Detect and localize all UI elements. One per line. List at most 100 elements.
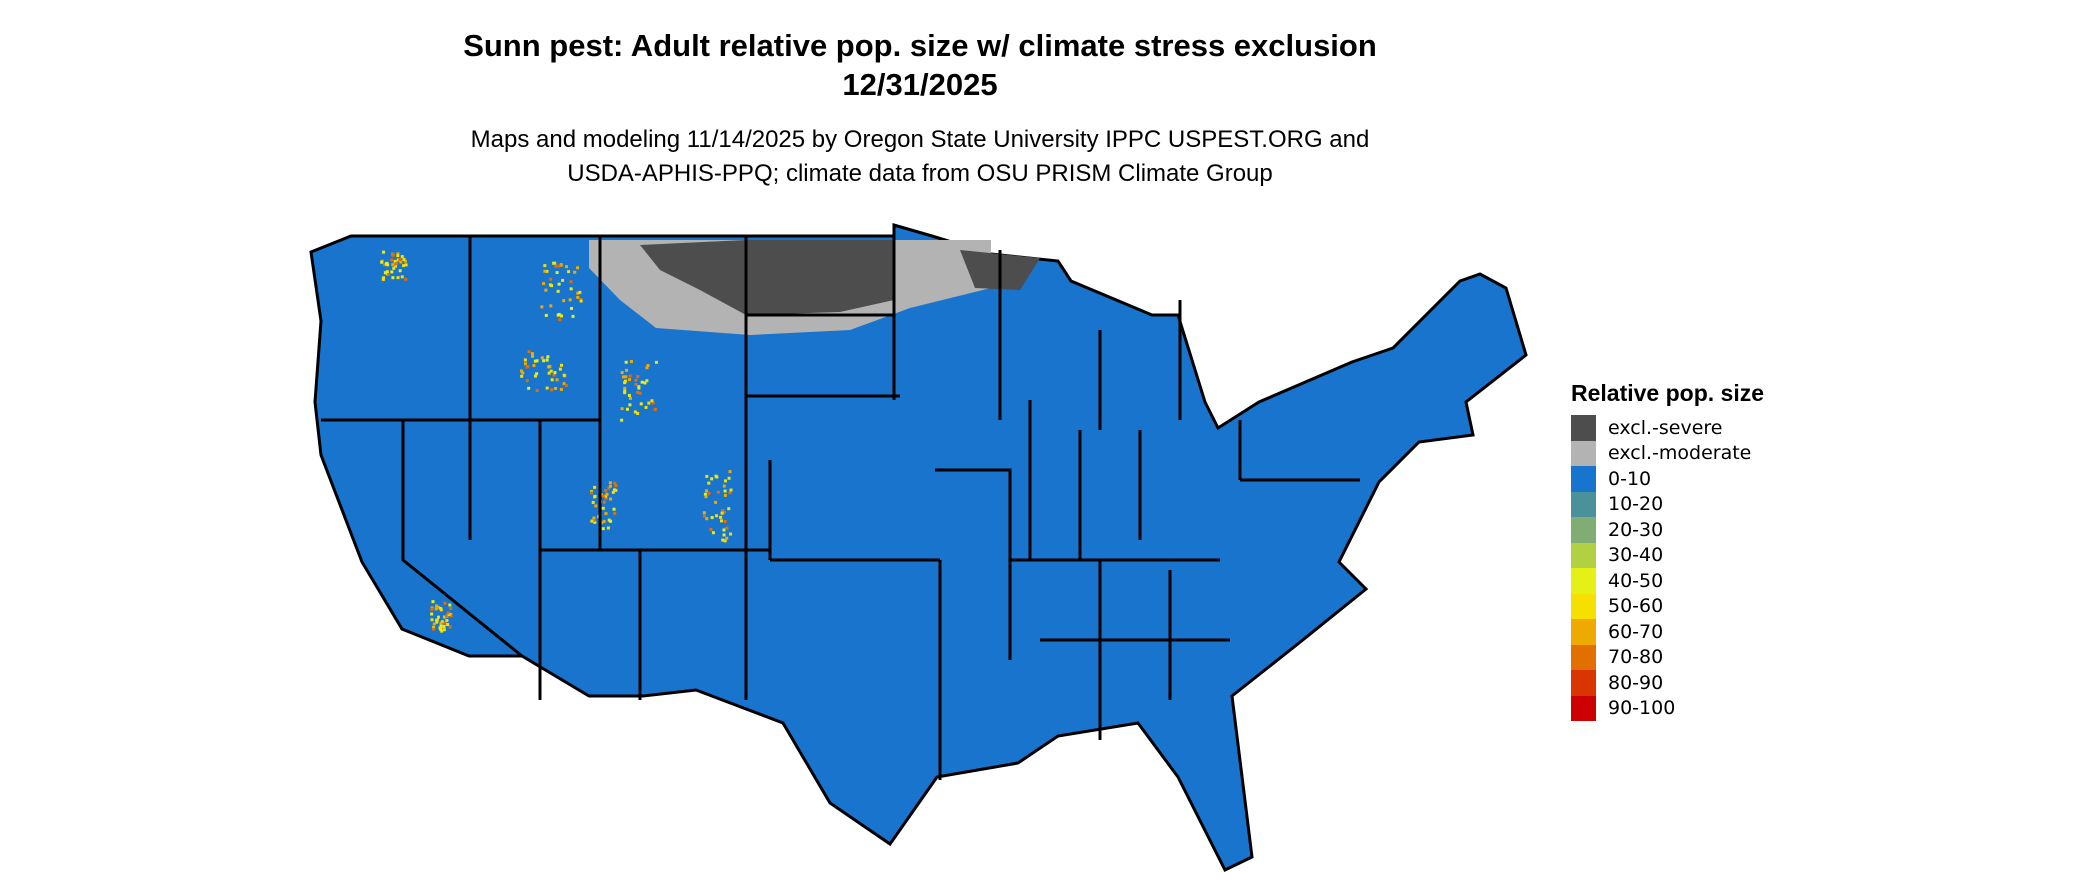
hotspot-cell xyxy=(634,383,638,387)
hotspot-cell xyxy=(398,258,402,262)
hotspot-cell xyxy=(601,494,605,498)
hotspot-cell xyxy=(721,538,725,542)
hotspot-cell xyxy=(707,491,711,495)
legend-item: 0-10 xyxy=(1571,466,1764,492)
hotspot-cell xyxy=(430,612,434,616)
legend-item: 20-30 xyxy=(1571,517,1764,543)
hotspot-cell xyxy=(567,270,571,274)
legend-swatch xyxy=(1571,542,1596,568)
hotspot-cell xyxy=(559,387,563,391)
hotspot-cell xyxy=(543,269,547,273)
hotspot-cell xyxy=(593,520,597,524)
hotspot-cell xyxy=(709,528,713,532)
hotspot-cell xyxy=(704,495,708,499)
hotspot-cell xyxy=(568,298,572,302)
hotspot-cell xyxy=(561,278,565,282)
hotspot-cell xyxy=(703,492,707,496)
hotspot-cell xyxy=(383,271,387,275)
hotspot-cell xyxy=(543,264,547,268)
hotspot-cell xyxy=(390,258,394,262)
hotspot-cell xyxy=(636,411,640,415)
hotspot-cell xyxy=(439,606,443,610)
legend-swatch xyxy=(1571,440,1596,466)
hotspot-cell xyxy=(720,511,724,515)
hotspot-cell xyxy=(396,254,400,258)
hotspot-cell xyxy=(535,389,539,393)
hotspot-cell xyxy=(448,625,452,629)
hotspot-cell xyxy=(594,504,598,508)
hotspot-cell xyxy=(576,295,580,299)
hotspot-cell xyxy=(573,270,577,274)
legend-label: 40-50 xyxy=(1608,569,1664,592)
hotspot-cell xyxy=(613,511,617,515)
hotspot-cell xyxy=(719,515,723,519)
state-borders xyxy=(321,236,1360,780)
hotspot-cell xyxy=(553,261,557,265)
hotspot-cell xyxy=(393,259,397,263)
hotspot-cell xyxy=(728,470,732,474)
hotspot-cell xyxy=(604,512,608,516)
hotspot-cell xyxy=(722,484,726,488)
hotspot-cell xyxy=(646,364,650,368)
hotspot-cell xyxy=(382,250,386,254)
hotspot-cell xyxy=(527,386,531,390)
legend-label: 80-90 xyxy=(1608,671,1664,694)
hotspot-cell xyxy=(607,486,611,490)
hotspot-cell xyxy=(434,607,438,611)
hotspot-cell xyxy=(439,627,443,631)
legend-title: Relative pop. size xyxy=(1571,380,1765,406)
hotspot-cell xyxy=(402,257,406,261)
hotspot-cell xyxy=(558,318,562,322)
hotspot-cell xyxy=(535,359,539,363)
hotspot-cell xyxy=(445,619,449,623)
hotspot-cell xyxy=(633,410,637,414)
hotspot-cell xyxy=(402,264,406,268)
legend-label: excl.-severe xyxy=(1608,416,1723,439)
legend-swatch xyxy=(1571,568,1596,594)
legend-item: excl.-severe xyxy=(1571,415,1764,441)
hotspot-cell xyxy=(521,371,525,375)
hotspot-cell xyxy=(400,255,404,259)
hotspot-cell xyxy=(435,620,439,624)
hotspot-cell xyxy=(723,489,727,493)
hotspot-cell xyxy=(440,629,444,633)
legend-swatch xyxy=(1571,619,1596,645)
hotspot-cell xyxy=(728,491,732,495)
high-population-hotspots xyxy=(380,250,733,633)
legend-label: 10-20 xyxy=(1608,493,1664,516)
hotspot-cell xyxy=(391,276,395,280)
hotspot-cell xyxy=(542,282,546,286)
hotspot-cell xyxy=(609,497,613,501)
hotspot-cell xyxy=(614,484,618,488)
legend: Relative pop. size excl.-severe excl.-mod… xyxy=(1571,380,1764,721)
hotspot-cell xyxy=(719,519,723,523)
hotspot-cell xyxy=(404,263,408,267)
hotspot-cell xyxy=(569,280,573,284)
hotspot-cell xyxy=(590,519,594,523)
legend-item: excl.-moderate xyxy=(1571,440,1764,466)
hotspot-cell xyxy=(604,497,608,501)
legend-swatch xyxy=(1571,695,1596,721)
hotspot-cell xyxy=(542,359,546,363)
hotspot-cell xyxy=(623,379,627,383)
hotspot-cell xyxy=(449,614,453,618)
hotspot-cell xyxy=(394,264,398,268)
hotspot-cell xyxy=(593,494,597,498)
hotspot-cell xyxy=(548,364,552,368)
hotspot-cell xyxy=(404,277,408,281)
hotspot-cell xyxy=(727,476,731,480)
map-subtitle-line2: USDA-APHIS-PPQ; climate data from OSU PR… xyxy=(567,160,1273,187)
hotspot-cell xyxy=(628,378,632,382)
hotspot-cell xyxy=(729,532,733,536)
hotspot-cell xyxy=(579,299,583,303)
hotspot-cell xyxy=(723,519,727,523)
legend-label: 30-40 xyxy=(1608,544,1664,567)
hotspot-cell xyxy=(562,373,566,377)
hotspot-cell xyxy=(555,378,559,382)
hotspot-cell xyxy=(525,379,529,383)
hotspot-cell xyxy=(707,481,711,485)
hotspot-cell xyxy=(533,374,537,378)
hotspot-cell xyxy=(545,386,549,390)
hotspot-cell xyxy=(576,266,580,270)
hotspot-cell xyxy=(604,489,608,493)
